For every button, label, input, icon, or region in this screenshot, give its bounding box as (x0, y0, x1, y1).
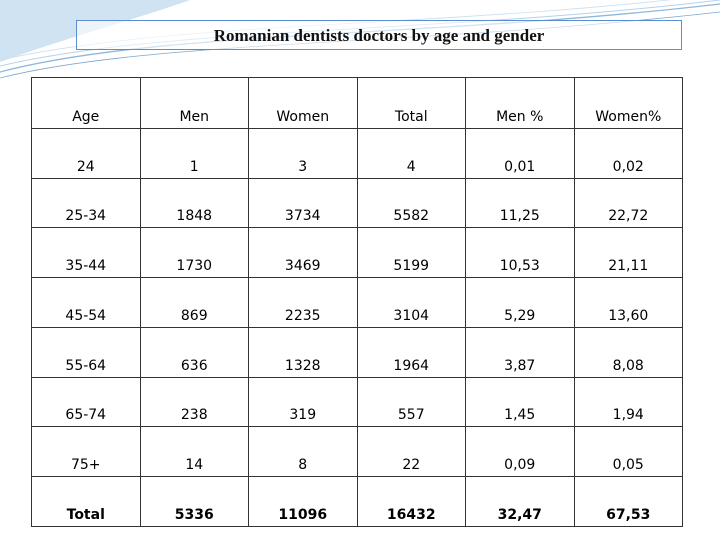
cell-men: 869 (139, 277, 249, 328)
data-table: Age Men Women Total Men % Women% 24 1 3 … (31, 77, 683, 527)
cell-women: 3 (248, 127, 358, 179)
table-header-row: Age Men Women Total Men % Women% (31, 77, 683, 129)
cell-total: 3104 (356, 277, 466, 328)
table-row: 55-64 636 1328 1964 3,87 8,08 (31, 326, 683, 378)
cell-men-percent: 3,87 (465, 326, 575, 378)
cell-men: 14 (139, 426, 249, 478)
cell-total: 4 (356, 127, 466, 179)
cell-women-percent: 0,02 (573, 127, 683, 179)
table-row: 24 1 3 4 0,01 0,02 (31, 127, 683, 179)
page-title: Romanian dentists doctors by age and gen… (213, 26, 545, 45)
table-row: 75+ 14 8 22 0,09 0,05 (31, 426, 683, 478)
total-label: Total (31, 476, 141, 527)
cell-women: 3469 (248, 227, 358, 279)
cell-age: 45-54 (31, 277, 141, 328)
header-women: Women (248, 77, 358, 129)
total-women: 11096 (248, 476, 358, 527)
header-women-percent: Women% (573, 77, 683, 129)
header-age: Age (31, 77, 141, 129)
cell-women-percent: 21,11 (573, 227, 683, 279)
total-women-percent: 67,53 (573, 476, 683, 527)
cell-age: 55-64 (31, 326, 141, 378)
cell-women: 8 (248, 426, 358, 478)
cell-men: 636 (139, 326, 249, 378)
cell-total: 1964 (356, 326, 466, 378)
cell-men: 1730 (139, 227, 249, 279)
header-men: Men (139, 77, 249, 129)
cell-men-percent: 1,45 (465, 376, 575, 428)
cell-men-percent: 11,25 (465, 177, 575, 229)
cell-women-percent: 22,72 (573, 177, 683, 229)
cell-men-percent: 10,53 (465, 227, 575, 279)
cell-men-percent: 0,09 (465, 426, 575, 478)
cell-women-percent: 1,94 (573, 376, 683, 428)
cell-men-percent: 0,01 (465, 127, 575, 179)
cell-women-percent: 8,08 (573, 326, 683, 378)
cell-women-percent: 0,05 (573, 426, 683, 478)
cell-total: 557 (356, 376, 466, 428)
cell-men: 1 (139, 127, 249, 179)
cell-age: 25-34 (31, 177, 141, 229)
cell-total: 22 (356, 426, 466, 478)
header-men-percent: Men % (465, 77, 575, 129)
total-men: 5336 (139, 476, 249, 527)
cell-men: 238 (139, 376, 249, 428)
cell-total: 5199 (356, 227, 466, 279)
total-men-percent: 32,47 (465, 476, 575, 527)
cell-age: 65-74 (31, 376, 141, 428)
cell-total: 5582 (356, 177, 466, 229)
cell-men: 1848 (139, 177, 249, 229)
table-row: 35-44 1730 3469 5199 10,53 21,11 (31, 227, 683, 279)
title-box (76, 20, 682, 50)
table-total-row: Total 5336 11096 16432 32,47 67,53 (31, 476, 683, 527)
cell-women: 1328 (248, 326, 358, 378)
cell-women: 3734 (248, 177, 358, 229)
header-total: Total (356, 77, 466, 129)
cell-age: 75+ (31, 426, 141, 478)
total-total: 16432 (356, 476, 466, 527)
cell-men-percent: 5,29 (465, 277, 575, 328)
cell-age: 35-44 (31, 227, 141, 279)
cell-women-percent: 13,60 (573, 277, 683, 328)
table-row: 65-74 238 319 557 1,45 1,94 (31, 376, 683, 428)
cell-age: 24 (31, 127, 141, 179)
cell-women: 319 (248, 376, 358, 428)
table-row: 25-34 1848 3734 5582 11,25 22,72 (31, 177, 683, 229)
cell-women: 2235 (248, 277, 358, 328)
table-row: 45-54 869 2235 3104 5,29 13,60 (31, 277, 683, 328)
